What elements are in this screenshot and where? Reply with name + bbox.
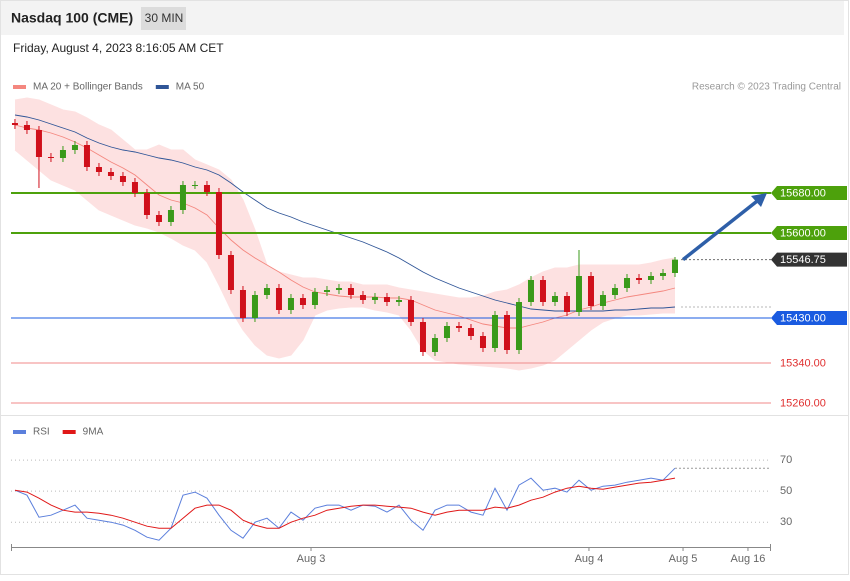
legend-swatch	[13, 430, 26, 434]
candle-body	[503, 315, 510, 350]
candle-body	[635, 278, 642, 280]
candle-body	[155, 215, 162, 222]
legend-swatch	[155, 85, 169, 89]
candle-body	[563, 296, 570, 312]
candle-body	[23, 125, 30, 130]
title: Nasdaq 100 (CME)	[11, 10, 133, 26]
candle-body	[143, 193, 150, 215]
candle-body	[359, 295, 366, 300]
candle-body	[167, 210, 174, 222]
candle-body	[335, 288, 342, 290]
interval: 30 MIN	[145, 11, 184, 25]
candle-body	[647, 276, 654, 280]
x-tick-label: Aug 16	[731, 553, 766, 565]
candle-body	[611, 288, 618, 295]
interval-bg	[141, 7, 186, 30]
level-label: 15340.00	[780, 357, 826, 369]
bollinger-band	[15, 98, 675, 370]
candle-body	[383, 297, 390, 302]
candle-body	[59, 150, 66, 158]
candle-body	[263, 288, 270, 295]
candle-body	[515, 302, 522, 350]
level-label-bg	[771, 252, 847, 267]
candle-body	[227, 255, 234, 290]
candle-body	[623, 278, 630, 288]
candle-body	[47, 157, 54, 158]
candle-body	[443, 326, 450, 338]
candle-body	[179, 185, 186, 210]
level-label: 15260.00	[780, 397, 826, 409]
candle-body	[323, 290, 330, 292]
level-label: 15680.00	[780, 187, 826, 199]
x-tick-label: Aug 3	[297, 553, 326, 565]
legend-swatch	[13, 85, 26, 89]
line-series	[14, 477, 676, 529]
candle-body	[599, 295, 606, 306]
candle-body	[203, 185, 210, 192]
candle-body	[659, 273, 666, 276]
candle-body	[455, 326, 462, 328]
candle-body	[119, 176, 126, 182]
candle-body	[479, 336, 486, 348]
bollinger-lower	[14, 149, 675, 371]
moving-average	[14, 124, 676, 329]
level-label: 15600.00	[780, 227, 826, 239]
candle-body	[95, 167, 102, 172]
candle-body	[587, 276, 594, 306]
level-label: 15546.75	[780, 254, 826, 266]
candle-body	[11, 123, 18, 125]
candle-body	[419, 322, 426, 352]
forecast-arrow	[681, 196, 763, 261]
candle-body	[107, 172, 114, 176]
level-label-bg	[771, 226, 847, 240]
candle-body	[395, 300, 402, 302]
candle-body	[215, 192, 222, 255]
candle-body	[311, 292, 318, 305]
y-tick-label: 30	[780, 516, 792, 528]
candle-body	[35, 130, 42, 157]
legend-swatch	[62, 430, 76, 434]
timestamp: Friday, August 4, 2023 8:16:05 AM CET	[13, 41, 224, 55]
level-label: 15430.00	[780, 312, 826, 324]
forecast-arrowhead	[751, 193, 767, 207]
credit: Research © 2023 Trading Central	[692, 82, 841, 93]
candle-body	[407, 300, 414, 322]
candle-body	[191, 185, 198, 186]
candle-body	[239, 290, 246, 318]
x-tick-label: Aug 5	[669, 553, 698, 565]
candle-body	[83, 145, 90, 167]
candle-body	[671, 259, 678, 273]
y-tick-label: 50	[780, 485, 792, 497]
rsi-panel: 30 50 70 Aug 3 Aug 4 Aug 5 Aug 16 RSI 9MA	[11, 427, 792, 565]
candle-body	[71, 145, 78, 150]
legend-label: 9MA	[83, 427, 104, 438]
candle-body	[539, 280, 546, 302]
candle-body	[431, 338, 438, 352]
candle-body	[491, 315, 498, 348]
level-label-bg	[771, 311, 847, 325]
candle-body	[251, 295, 258, 318]
price-panel: 15680.00 15600.00 15546.75 15430.00 15340.00…	[11, 82, 847, 409]
candle-body	[299, 298, 306, 305]
level-label-bg	[771, 186, 847, 200]
y-tick-label: 70	[780, 454, 792, 466]
candle-body	[131, 182, 138, 193]
candle-body	[287, 298, 294, 310]
candle-body	[275, 288, 282, 310]
legend-label: MA 20 + Bollinger Bands	[33, 82, 143, 93]
candle-body	[467, 328, 474, 336]
candle-body	[371, 297, 378, 300]
candle-body	[575, 276, 582, 312]
legend-label: RSI	[33, 427, 50, 438]
legend-label: MA 50	[176, 82, 205, 93]
x-tick-label: Aug 4	[575, 553, 604, 565]
bollinger-upper	[14, 97, 676, 299]
candle-body	[347, 288, 354, 295]
candle-body	[527, 280, 534, 302]
candle-body	[551, 296, 558, 302]
